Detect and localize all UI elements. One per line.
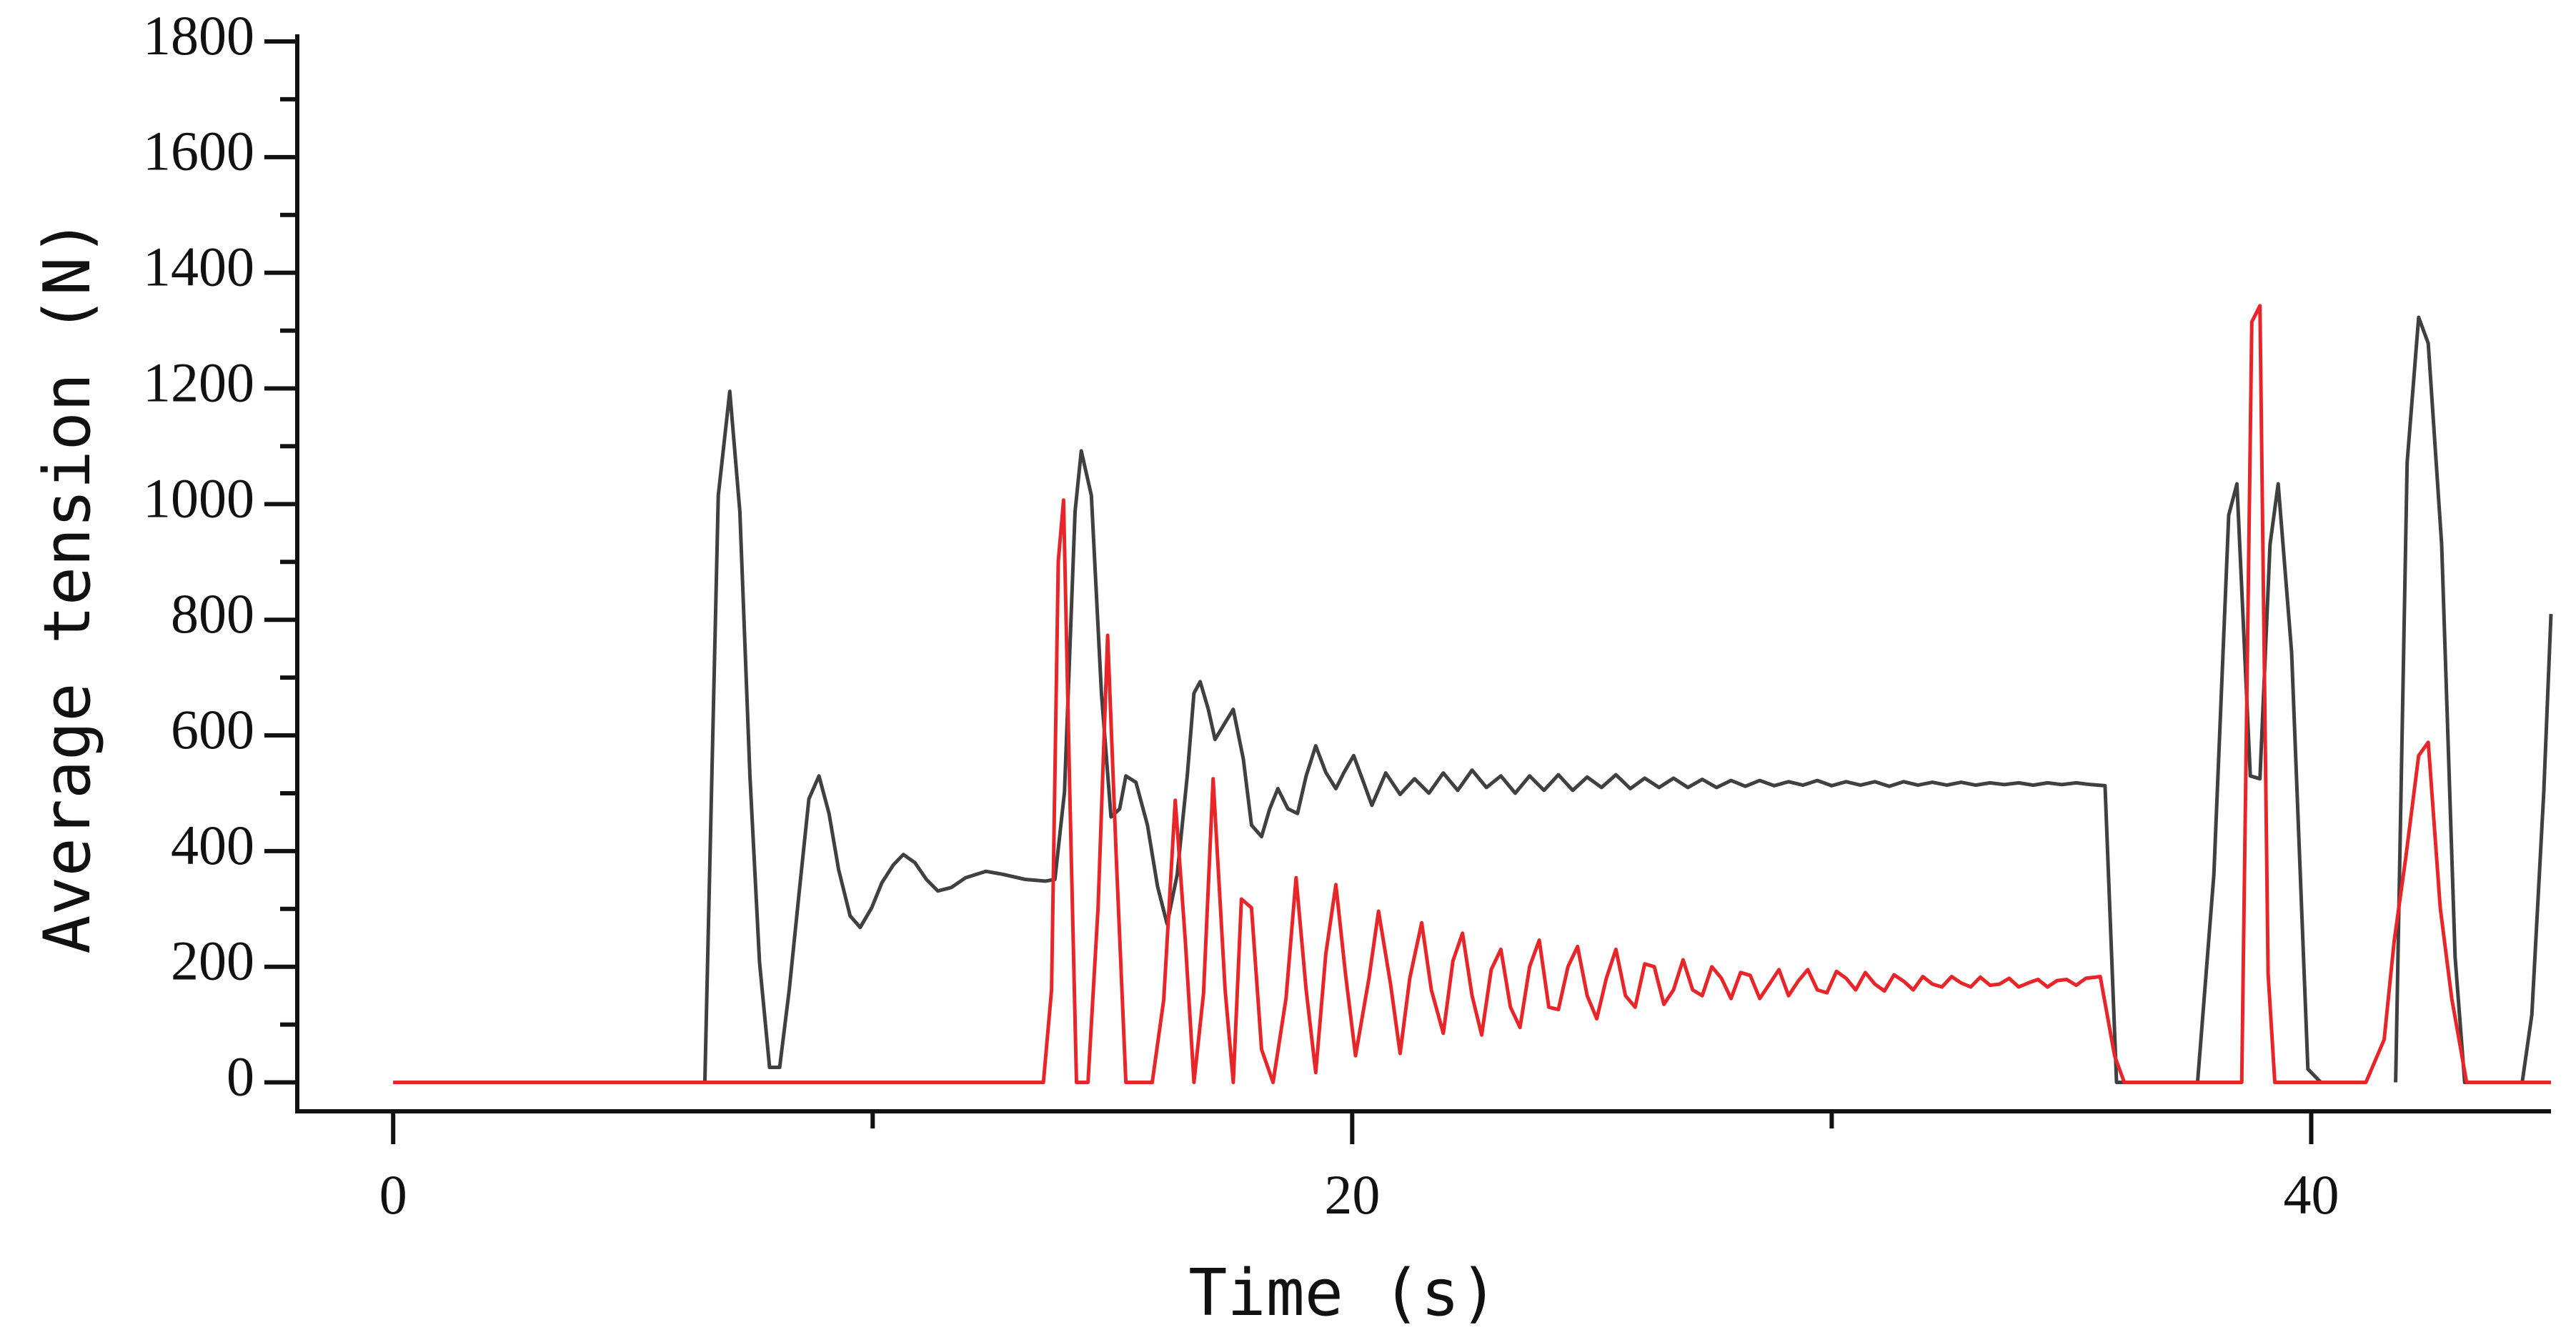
y-tick-label: 1800 bbox=[143, 4, 254, 66]
x-tick-label: 0 bbox=[379, 1163, 407, 1226]
y-axis-label: Average tension (N) bbox=[30, 218, 105, 954]
series-line bbox=[2394, 315, 2553, 1084]
y-tick-label: 800 bbox=[171, 582, 254, 645]
y-tick-label: 600 bbox=[171, 698, 254, 760]
y-tick-label: 1600 bbox=[143, 120, 254, 182]
y-tick-label: 400 bbox=[171, 814, 254, 876]
y-tick-label: 200 bbox=[171, 930, 254, 992]
x-tick-label: 20 bbox=[1324, 1163, 1380, 1226]
series-line bbox=[393, 389, 2322, 1084]
y-tick-label: 0 bbox=[227, 1045, 254, 1107]
x-tick-label: 40 bbox=[2283, 1163, 2339, 1226]
x-axis-label: Time (s) bbox=[1188, 1256, 1498, 1331]
series-line bbox=[393, 304, 2551, 1084]
y-tick-label: 1200 bbox=[143, 351, 254, 413]
y-tick-label: 1400 bbox=[143, 236, 254, 298]
y-tick-label: 1000 bbox=[143, 467, 254, 529]
